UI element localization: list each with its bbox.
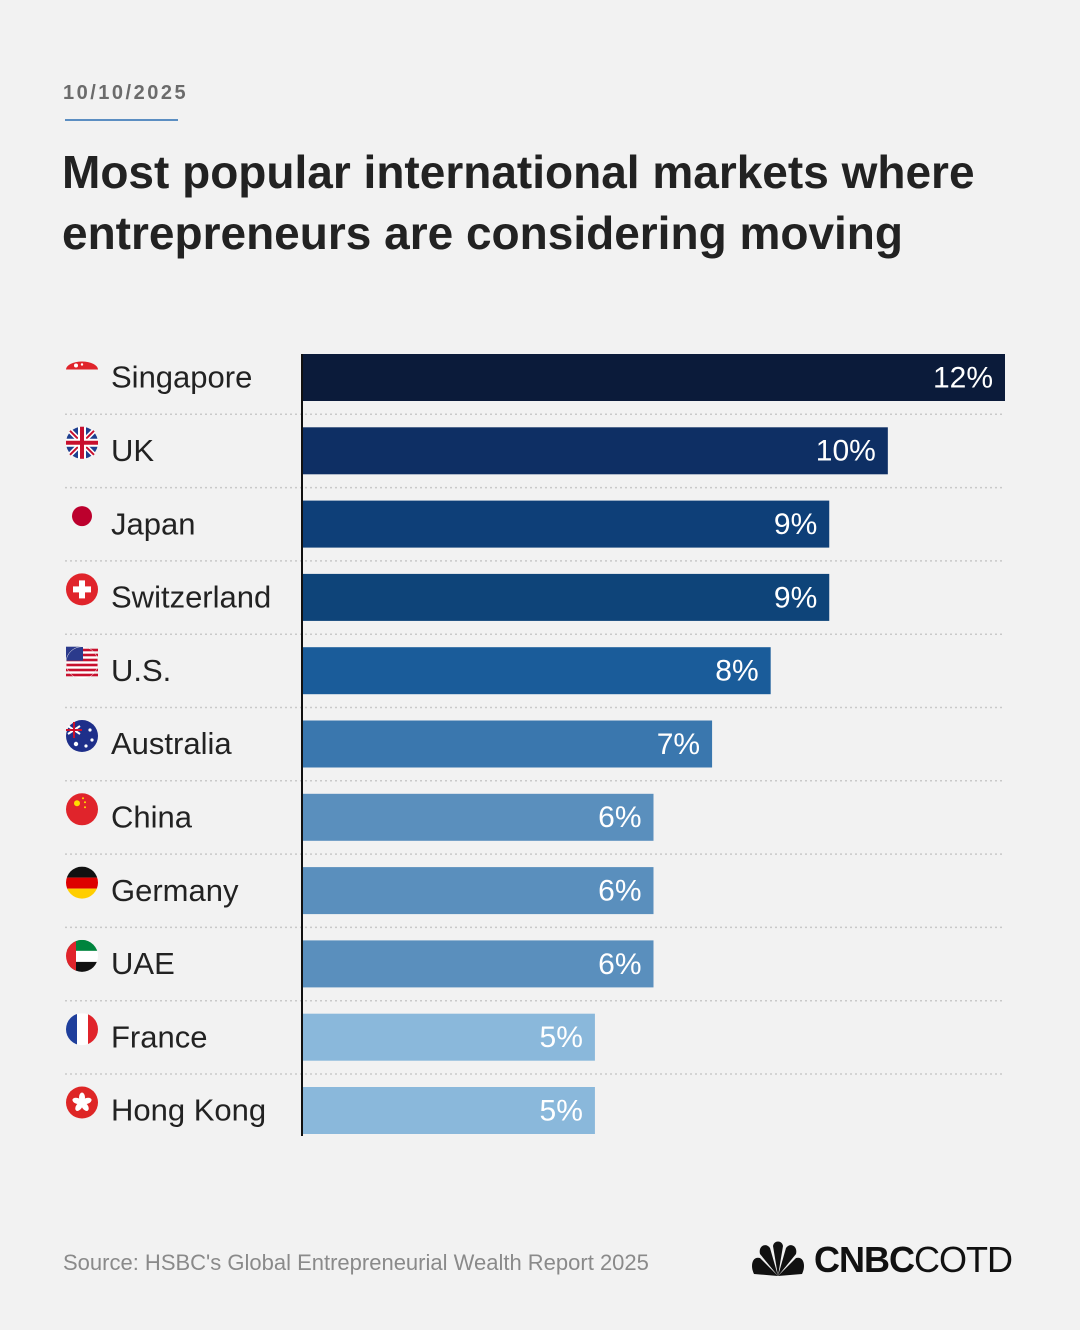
category-label: Singapore xyxy=(111,360,252,395)
value-label: 5% xyxy=(540,1021,583,1054)
value-label: 9% xyxy=(774,581,817,614)
uae-flag-icon xyxy=(66,939,98,972)
value-label: 6% xyxy=(598,801,641,834)
value-label: 6% xyxy=(598,948,641,981)
category-label: Hong Kong xyxy=(111,1093,266,1128)
page-title: Most popular international markets where… xyxy=(62,146,975,259)
value-label: 5% xyxy=(540,1094,583,1127)
value-label: 10% xyxy=(816,435,876,468)
bar xyxy=(302,1087,595,1134)
bar xyxy=(302,427,888,475)
hong-kong-flag-icon xyxy=(66,1086,98,1119)
category-label: U.S. xyxy=(111,653,171,688)
us-flag-icon xyxy=(65,646,99,679)
nbc-peacock-icon xyxy=(752,1241,804,1276)
value-label: 7% xyxy=(657,728,700,761)
china-flag-icon xyxy=(66,793,98,826)
value-label: 6% xyxy=(598,875,641,908)
category-label: France xyxy=(111,1019,207,1054)
bar xyxy=(302,647,771,695)
bar xyxy=(302,940,654,988)
uk-flag-icon xyxy=(66,426,98,459)
category-label: Germany xyxy=(111,873,239,908)
category-label: UAE xyxy=(111,946,175,981)
category-label: China xyxy=(111,799,193,834)
bar xyxy=(302,720,713,768)
switzerland-flag-icon xyxy=(66,573,98,606)
cnbc-cotd-logo: CNBCCOTD xyxy=(748,1236,1013,1284)
bar xyxy=(302,354,1005,401)
category-label: Japan xyxy=(111,506,195,541)
category-label: Australia xyxy=(111,726,232,761)
value-label: 8% xyxy=(715,655,758,688)
singapore-flag-icon xyxy=(66,361,98,370)
australia-flag-icon xyxy=(66,720,98,752)
logo-wordmark: CNBCCOTD xyxy=(814,1239,1013,1281)
category-label: UK xyxy=(111,433,154,468)
date-underline xyxy=(65,119,178,121)
category-label: Switzerland xyxy=(111,580,271,615)
bar xyxy=(302,500,830,548)
value-label: 9% xyxy=(774,508,817,541)
bar xyxy=(302,1013,595,1061)
source-note: Source: HSBC's Global Entrepreneurial We… xyxy=(63,1250,649,1275)
bar xyxy=(302,793,654,841)
logo-brand: CNBC xyxy=(814,1239,915,1280)
japan-flag-icon xyxy=(72,506,92,527)
date: 10/10/2025 xyxy=(63,82,189,104)
bar xyxy=(302,573,830,621)
germany-flag-icon xyxy=(66,866,98,899)
value-label: 12% xyxy=(933,361,993,394)
france-flag-icon xyxy=(66,1013,98,1046)
bar xyxy=(302,867,654,915)
logo-suffix: COTD xyxy=(914,1239,1013,1280)
